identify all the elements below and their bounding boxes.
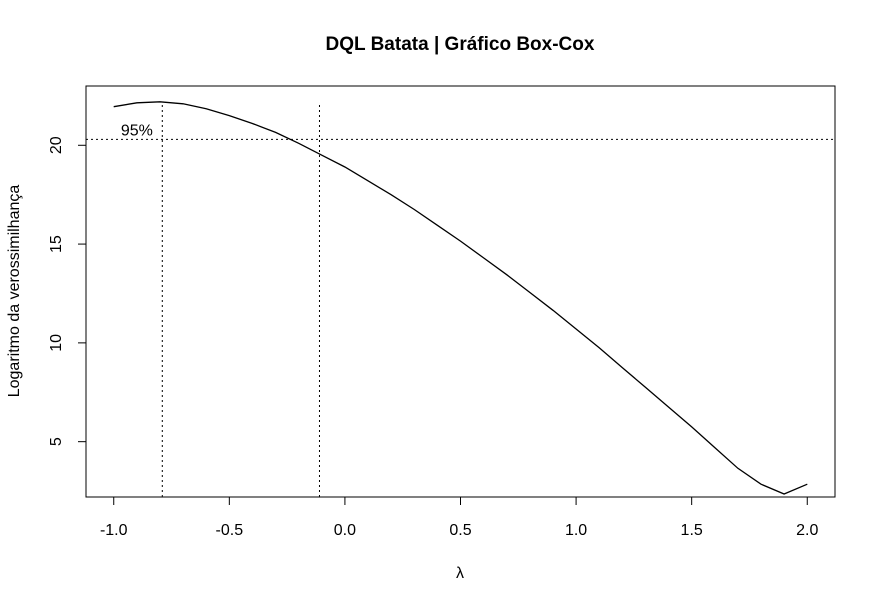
x-tick-label: 0.5	[449, 522, 471, 539]
x-tick-label: 1.5	[681, 522, 703, 539]
x-tick-label: 2.0	[796, 522, 818, 539]
confidence-reference-lines	[86, 103, 835, 497]
y-tick-label: 5	[48, 437, 65, 446]
y-axis: 5 10 15 20	[48, 136, 87, 446]
x-axis-label: λ	[456, 565, 464, 582]
ci-95-label: 95%	[121, 122, 153, 139]
log-likelihood-curve	[113, 101, 808, 495]
y-axis-label: Logaritmo da verossimilhança	[6, 185, 23, 398]
plot-frame	[85, 85, 836, 498]
x-tick-label: -1.0	[100, 522, 128, 539]
y-tick-label: 10	[48, 334, 65, 352]
x-tick-label: -0.5	[216, 522, 244, 539]
y-tick-label: 20	[48, 136, 65, 154]
x-axis: -1.0 -0.5 0.0 0.5 1.0 1.5 2.0	[100, 496, 818, 539]
x-tick-label: 0.0	[334, 522, 356, 539]
chart-title: DQL Batata | Gráfico Box-Cox	[326, 34, 595, 55]
y-tick-label: 15	[48, 235, 65, 253]
x-tick-label: 1.0	[565, 522, 587, 539]
